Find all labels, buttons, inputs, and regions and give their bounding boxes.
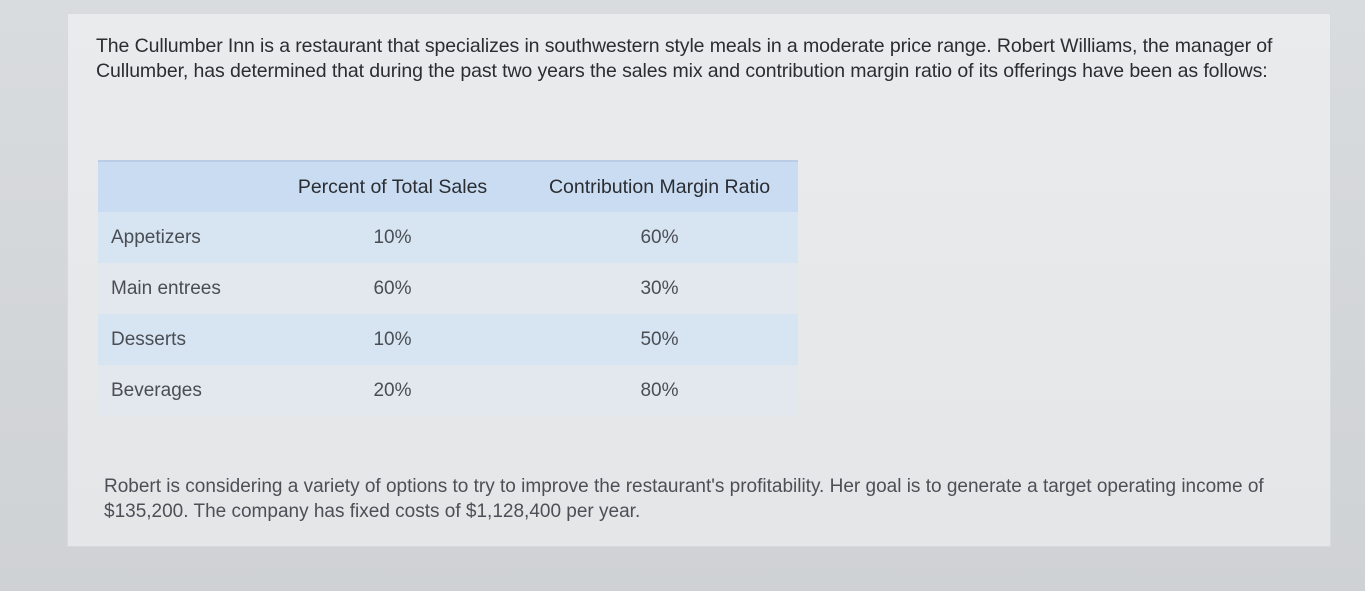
- problem-intro-text: The Cullumber Inn is a restaurant that s…: [96, 35, 1273, 82]
- item-name-cell: Beverages: [98, 365, 264, 416]
- item-name-cell: Main entrees: [98, 263, 264, 314]
- percent-of-sales-cell: 10%: [264, 212, 521, 263]
- percent-of-total-sales-header: Percent of Total Sales: [264, 160, 521, 212]
- percent-of-sales-cell: 20%: [264, 365, 521, 416]
- table-row-appetizers: Appetizers 10% 60%: [98, 212, 798, 263]
- item-name-cell: Appetizers: [98, 212, 264, 263]
- cm-ratio-cell: 80%: [521, 365, 798, 416]
- table-row-beverages: Beverages 20% 80%: [98, 365, 798, 416]
- problem-goal-text: Robert is considering a variety of optio…: [104, 476, 1264, 522]
- table-header-row: Percent of Total Sales Contribution Marg…: [98, 160, 798, 212]
- cm-ratio-cell: 30%: [521, 263, 798, 314]
- sales-mix-table: Percent of Total Sales Contribution Marg…: [98, 160, 798, 416]
- table-row-desserts: Desserts 10% 50%: [98, 314, 798, 365]
- percent-of-sales-cell: 60%: [264, 263, 521, 314]
- cm-ratio-cell: 50%: [521, 314, 798, 365]
- cm-ratio-cell: 60%: [521, 212, 798, 263]
- percent-of-sales-cell: 10%: [264, 314, 521, 365]
- item-column-header: [98, 160, 264, 212]
- item-name-cell: Desserts: [98, 314, 264, 365]
- contribution-margin-ratio-header: Contribution Margin Ratio: [521, 160, 798, 212]
- table-row-main-entrees: Main entrees 60% 30%: [98, 263, 798, 314]
